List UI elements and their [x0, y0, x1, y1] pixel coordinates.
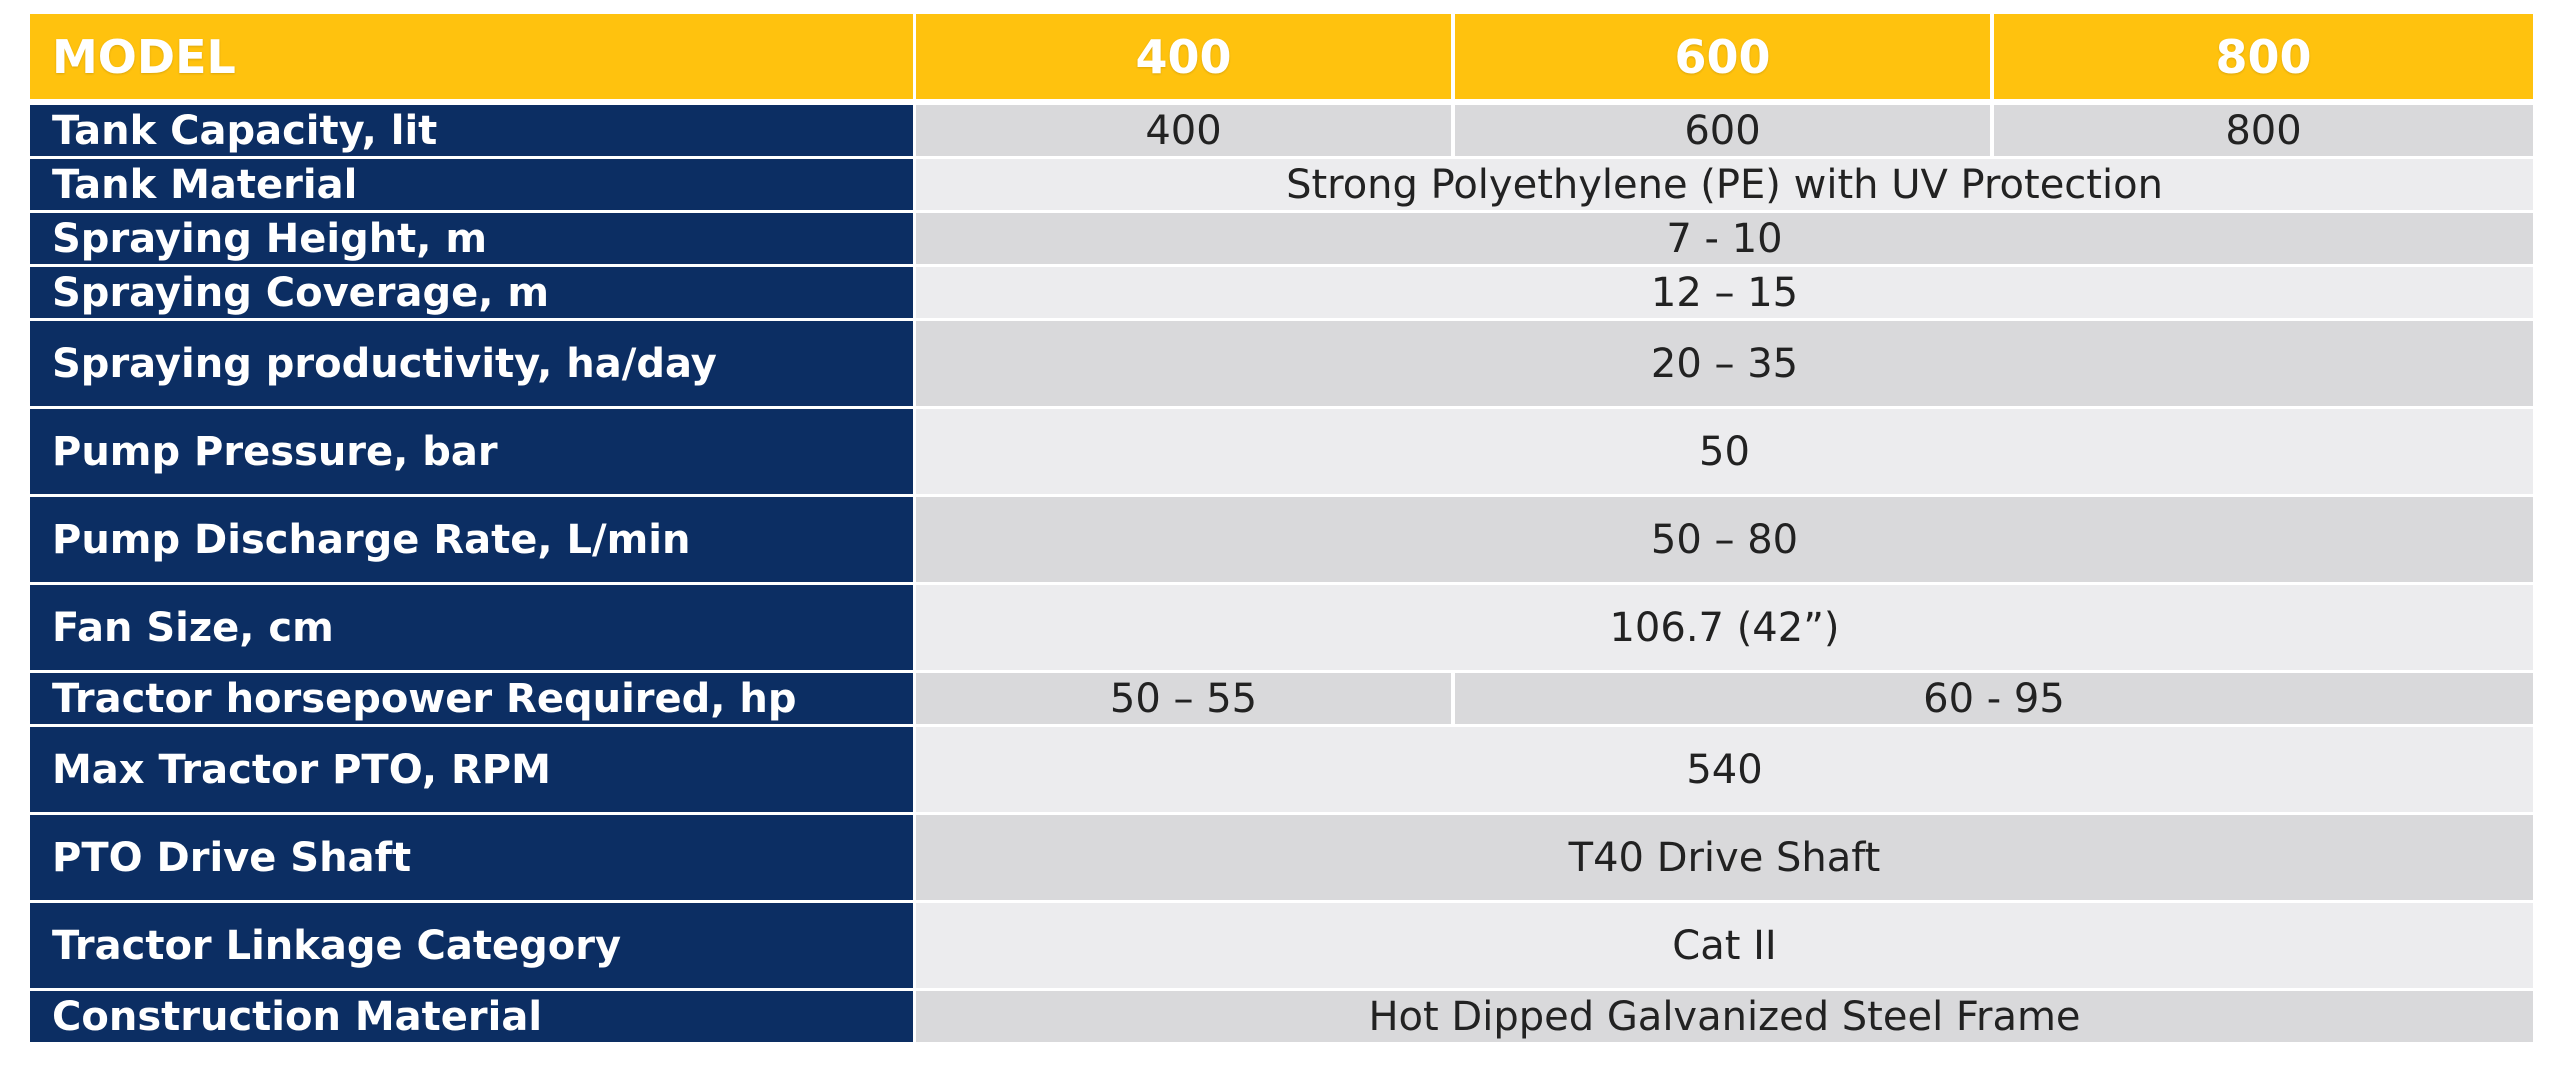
cell-pump-pressure: 50	[916, 409, 2533, 497]
header-model-600: 600	[1455, 14, 1990, 99]
header-model-800: 800	[1994, 14, 2533, 99]
row-label-tractor-horsepower: Tractor horsepower Required, hp	[30, 673, 913, 727]
cell-separator	[1451, 105, 1455, 159]
cell-tank-capacity-600: 600	[1455, 105, 1990, 159]
cell-separator	[913, 903, 916, 991]
cell-construction-material: Hot Dipped Galvanized Steel Frame	[916, 991, 2533, 1045]
row-label-spraying-height: Spraying Height, m	[30, 213, 913, 267]
cell-separator	[1451, 673, 1455, 727]
row-label-tank-capacity: Tank Capacity, lit	[30, 105, 913, 159]
cell-separator	[913, 267, 916, 321]
row-label-spraying-productivity: Spraying productivity, ha/day	[30, 321, 913, 409]
row-label-construction-material: Construction Material	[30, 991, 913, 1045]
cell-tank-capacity-400: 400	[916, 105, 1451, 159]
header-model-400: 400	[916, 14, 1451, 99]
column-gap	[1990, 14, 1994, 99]
row-label-spraying-coverage: Spraying Coverage, m	[30, 267, 913, 321]
cell-separator	[913, 321, 916, 409]
cell-separator	[913, 497, 916, 585]
cell-separator	[913, 815, 916, 903]
cell-separator	[913, 585, 916, 673]
row-label-pto-drive-shaft: PTO Drive Shaft	[30, 815, 913, 903]
cell-tractor-linkage-category: Cat II	[916, 903, 2533, 991]
row-label-max-tractor-pto: Max Tractor PTO, RPM	[30, 727, 913, 815]
cell-fan-size: 106.7 (42”)	[916, 585, 2533, 673]
cell-pump-discharge-rate: 50 – 80	[916, 497, 2533, 585]
cell-separator	[913, 409, 916, 497]
cell-separator	[913, 673, 916, 727]
cell-separator	[913, 159, 916, 213]
column-gap	[913, 14, 916, 99]
column-gap	[1451, 14, 1455, 99]
cell-spraying-height: 7 - 10	[916, 213, 2533, 267]
row-label-pump-discharge-rate: Pump Discharge Rate, L/min	[30, 497, 913, 585]
cell-spraying-productivity: 20 – 35	[916, 321, 2533, 409]
cell-tractor-horsepower-400: 50 – 55	[916, 673, 1451, 727]
row-label-fan-size: Fan Size, cm	[30, 585, 913, 673]
cell-separator	[913, 727, 916, 815]
row-label-tank-material: Tank Material	[30, 159, 913, 213]
cell-spraying-coverage: 12 – 15	[916, 267, 2533, 321]
cell-pto-drive-shaft: T40 Drive Shaft	[916, 815, 2533, 903]
cell-separator	[913, 213, 916, 267]
header-gap	[30, 99, 2533, 105]
cell-tractor-horsepower-600-800: 60 - 95	[1455, 673, 2533, 727]
header-model-label: MODEL	[30, 14, 913, 99]
row-label-tractor-linkage-category: Tractor Linkage Category	[30, 903, 913, 991]
cell-separator	[913, 105, 916, 159]
cell-separator	[913, 991, 916, 1045]
spec-table: MODEL 400 600 800 Tank Capacity, lit 400…	[30, 14, 2533, 1045]
cell-separator	[1990, 105, 1994, 159]
cell-tank-capacity-800: 800	[1994, 105, 2533, 159]
cell-max-tractor-pto: 540	[916, 727, 2533, 815]
row-label-pump-pressure: Pump Pressure, bar	[30, 409, 913, 497]
cell-tank-material: Strong Polyethylene (PE) with UV Protect…	[916, 159, 2533, 213]
